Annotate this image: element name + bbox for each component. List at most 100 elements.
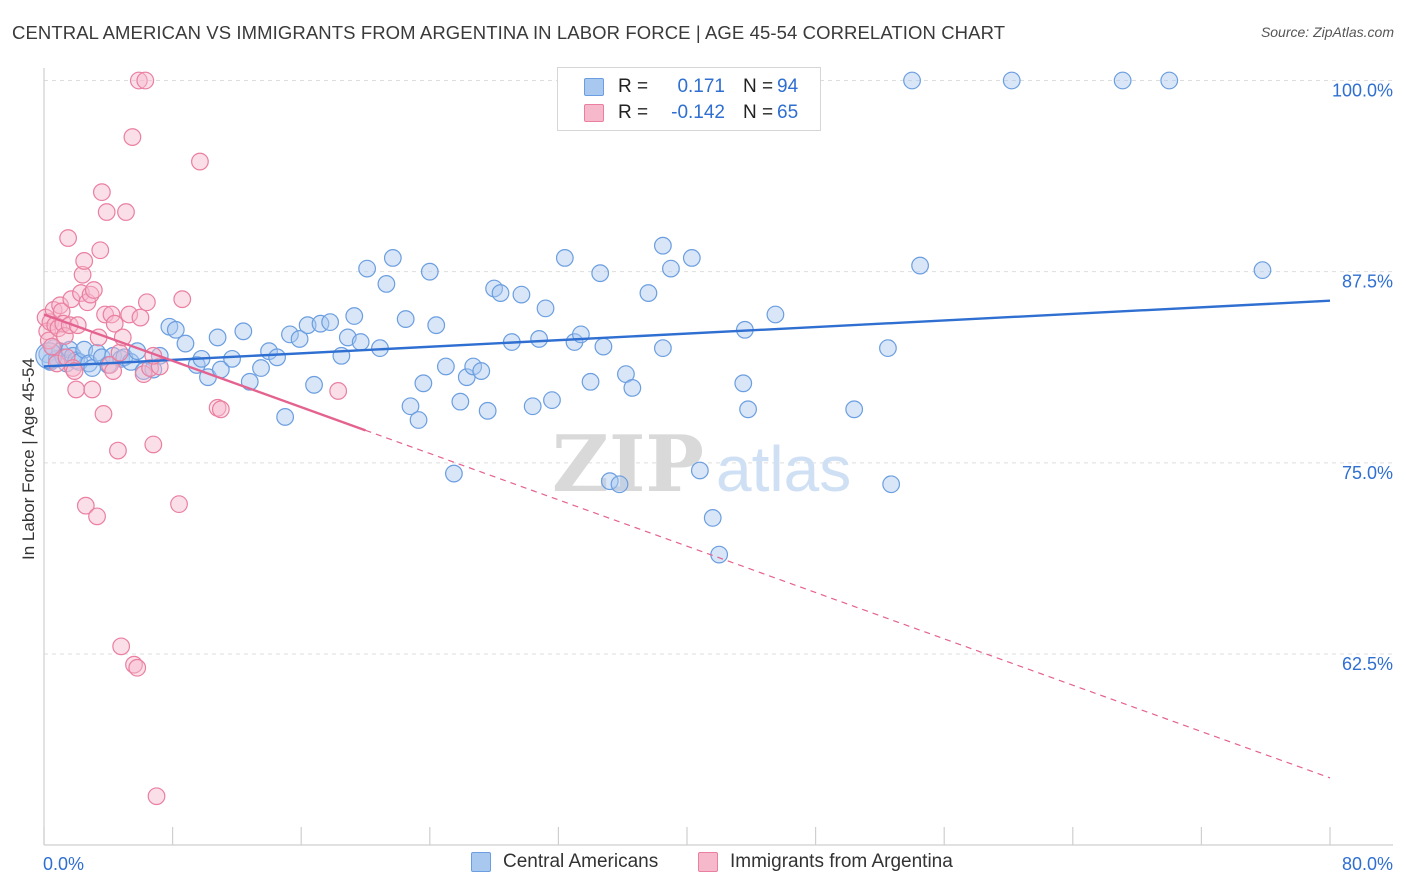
legend-r-value: -0.142 [671, 102, 725, 123]
watermark-zip: ZIP [552, 419, 704, 510]
data-point-central-american [290, 330, 309, 348]
data-point-central-american [436, 357, 455, 376]
data-point-central-american [268, 348, 286, 367]
data-point-central-american [414, 374, 433, 393]
legend-swatch-pink [698, 852, 718, 872]
data-point-central-american [223, 349, 241, 368]
data-point-argentina [84, 281, 103, 299]
axes [43, 68, 1393, 846]
data-point-argentina [104, 362, 123, 380]
data-point-argentina [128, 658, 147, 677]
data-point-argentina [173, 290, 192, 309]
data-point-central-american [478, 401, 497, 420]
data-point-central-american [345, 307, 364, 325]
data-point-central-american [281, 325, 299, 344]
legend-swatch-pink [584, 104, 604, 122]
data-point-argentina [125, 655, 143, 674]
data-point-central-american [377, 275, 396, 293]
data-point-argentina [191, 152, 209, 171]
legend-r-label: R = [618, 76, 649, 97]
data-point-central-american [845, 400, 864, 419]
data-point-central-american [690, 461, 709, 480]
legend-n-value: 94 [777, 76, 799, 97]
data-point-central-american [911, 256, 929, 275]
data-point-central-american [600, 472, 619, 491]
data-point-argentina [137, 293, 156, 312]
trend-line-argentina [43, 313, 366, 432]
legend-item-central-americans[interactable]: Central Americans [471, 851, 658, 873]
tick-labels: 62.5% 75.0% 87.5% 100.0% 0.0% 80.0% [43, 81, 1393, 875]
data-point-central-american [451, 392, 470, 411]
legend-row-central-americans: R = 0.171 N = 94 [558, 74, 798, 100]
data-point-argentina [65, 362, 84, 380]
data-point-argentina [109, 441, 127, 460]
data-point-central-american [555, 249, 574, 267]
data-point-argentina [75, 252, 94, 270]
data-point-argentina [123, 128, 142, 146]
data-point-central-american [276, 408, 295, 426]
legend-item-argentina[interactable]: Immigrants from Argentina [698, 851, 953, 873]
series-immigrants-argentina [36, 71, 348, 806]
data-point-central-american [305, 375, 323, 394]
data-point-argentina [110, 343, 129, 362]
legend-r-value: 0.171 [677, 76, 725, 97]
data-point-central-american [543, 391, 561, 410]
data-point-central-american [536, 299, 555, 318]
data-point-argentina [150, 357, 169, 376]
data-point-central-american [739, 400, 757, 419]
data-point-central-american [523, 397, 542, 416]
data-point-central-american [420, 262, 439, 281]
y-tick-label: 87.5% [1342, 272, 1393, 292]
data-point-central-american [903, 71, 921, 90]
data-point-argentina [55, 326, 74, 345]
data-point-central-american [427, 316, 446, 335]
data-point-central-american [512, 285, 531, 304]
data-point-central-american [321, 313, 340, 332]
legend-label-argentina: Immigrants from Argentina [730, 851, 953, 872]
legend-row-argentina: R = -0.142 N = 65 [558, 100, 798, 126]
legend-n-value: 65 [777, 102, 799, 123]
data-point-central-american [682, 249, 701, 267]
data-point-argentina [94, 404, 113, 423]
y-tick-label: 62.5% [1342, 654, 1393, 674]
data-point-argentina [91, 241, 110, 260]
data-point-central-american [383, 249, 402, 267]
data-point-central-american [358, 259, 377, 278]
data-point-central-american [591, 264, 610, 283]
source-label: Source: ZipAtlas.com [1260, 24, 1394, 40]
legend-r-label: R = [618, 102, 649, 123]
data-point-argentina [59, 229, 78, 247]
data-point-argentina [76, 496, 95, 515]
trend-line-argentina-extension [365, 429, 1331, 779]
data-point-argentina [170, 495, 188, 514]
data-point-cluster [35, 342, 63, 370]
data-point-central-american [208, 328, 227, 347]
legend-n-label: N = [743, 76, 774, 97]
data-point-central-american [176, 334, 195, 353]
data-point-argentina [92, 183, 111, 202]
trend-line-central-americans [43, 299, 1331, 368]
data-point-central-american [401, 397, 420, 416]
data-point-central-american [252, 359, 270, 377]
data-point-central-american [610, 475, 629, 494]
data-point-central-american [409, 411, 428, 429]
data-point-central-american [1160, 71, 1179, 90]
legend-swatch-blue [471, 852, 491, 872]
data-point-central-american [1253, 261, 1272, 280]
data-point-argentina [136, 71, 155, 90]
x-tick-label: 0.0% [43, 854, 84, 874]
legend-swatch-blue [584, 78, 604, 96]
series-central-americans [35, 71, 1272, 564]
data-point-argentina [73, 265, 92, 284]
correlation-legend: R = 0.171 N = 94 R = -0.142 N = 65 [557, 67, 821, 131]
x-tick-label: 80.0% [1342, 854, 1393, 874]
data-point-argentina [43, 337, 61, 356]
gridlines [44, 80, 1393, 655]
watermark: ZIP atlas [552, 419, 851, 510]
data-point-central-american [445, 464, 463, 483]
data-point-central-american [882, 475, 901, 494]
y-axis-label: In Labor Force | Age 45-54 [19, 358, 38, 560]
data-point-central-american [662, 259, 680, 278]
data-point-central-american [766, 305, 785, 324]
